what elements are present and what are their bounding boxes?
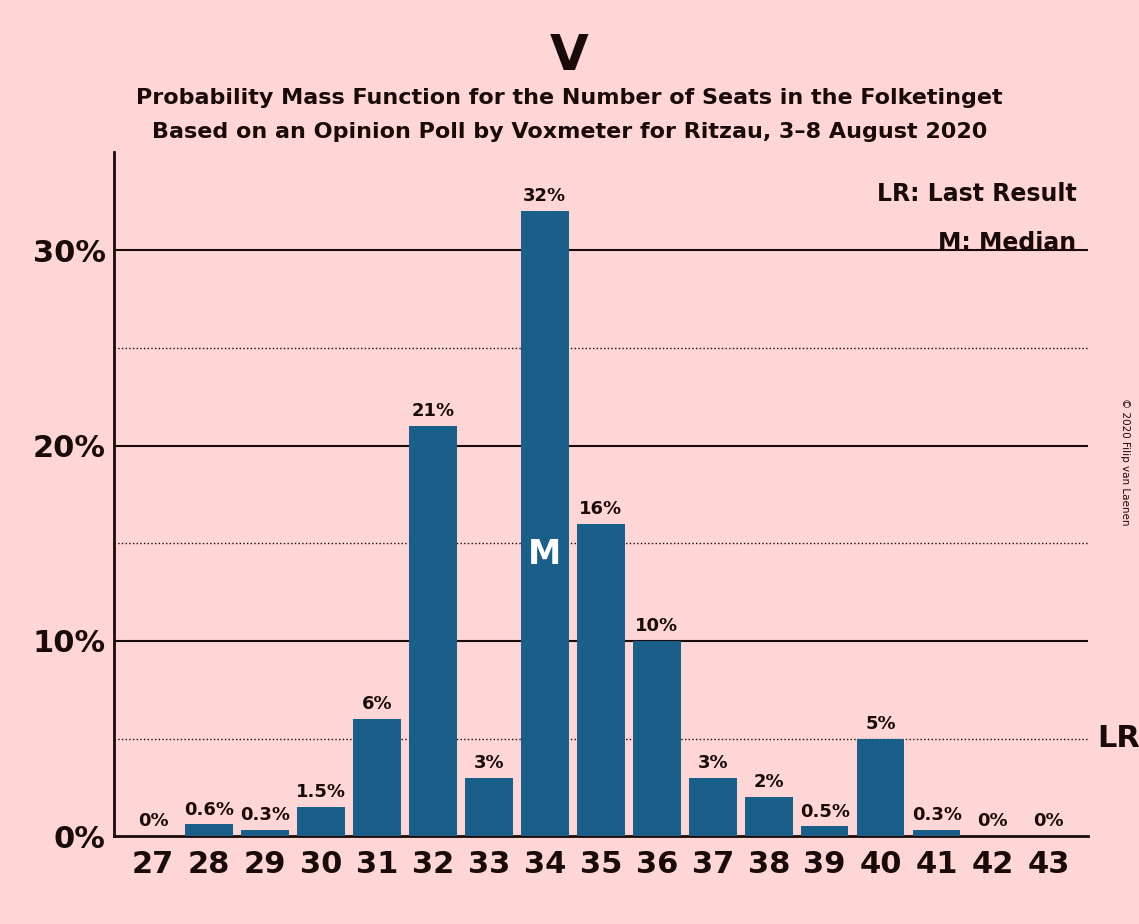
Text: 6%: 6%: [362, 695, 392, 713]
Text: 0.3%: 0.3%: [240, 807, 290, 824]
Text: M: Median: M: Median: [939, 231, 1076, 255]
Text: 21%: 21%: [411, 402, 454, 420]
Bar: [745, 797, 793, 836]
Text: 0%: 0%: [977, 812, 1008, 831]
Text: LR: Last Result: LR: Last Result: [877, 182, 1076, 206]
Text: © 2020 Filip van Laenen: © 2020 Filip van Laenen: [1121, 398, 1130, 526]
Bar: [465, 778, 513, 836]
Bar: [577, 524, 624, 836]
Text: 16%: 16%: [580, 500, 622, 517]
Bar: [633, 641, 681, 836]
Text: LR: LR: [1098, 724, 1139, 753]
Text: 0.6%: 0.6%: [185, 800, 233, 819]
Text: 10%: 10%: [636, 617, 679, 635]
Text: 5%: 5%: [866, 714, 896, 733]
Text: 32%: 32%: [523, 188, 566, 205]
Bar: [409, 426, 457, 836]
Text: 3%: 3%: [697, 754, 728, 772]
Bar: [186, 824, 232, 836]
Text: 1.5%: 1.5%: [296, 783, 346, 801]
Bar: [521, 211, 568, 836]
Text: 3%: 3%: [474, 754, 505, 772]
Text: 0%: 0%: [138, 812, 169, 831]
Bar: [297, 807, 345, 836]
Bar: [801, 826, 849, 836]
Text: Probability Mass Function for the Number of Seats in the Folketinget: Probability Mass Function for the Number…: [137, 88, 1002, 108]
Bar: [857, 738, 904, 836]
Text: 2%: 2%: [753, 773, 784, 791]
Bar: [353, 719, 401, 836]
Text: 0%: 0%: [1033, 812, 1064, 831]
Bar: [912, 831, 960, 836]
Text: Based on an Opinion Poll by Voxmeter for Ritzau, 3–8 August 2020: Based on an Opinion Poll by Voxmeter for…: [151, 122, 988, 142]
Text: 0.5%: 0.5%: [800, 803, 850, 821]
Text: V: V: [550, 32, 589, 80]
Text: 0.3%: 0.3%: [911, 807, 961, 824]
Text: M: M: [528, 539, 562, 571]
Bar: [689, 778, 737, 836]
Bar: [241, 831, 289, 836]
